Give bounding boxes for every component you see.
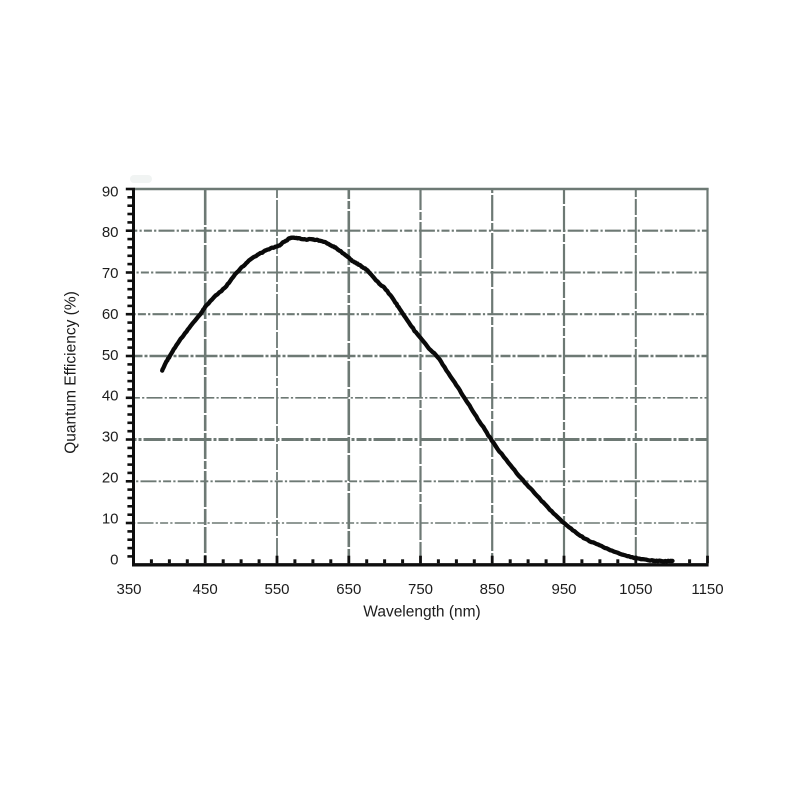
svg-text:50: 50 [102, 347, 119, 364]
svg-text:450: 450 [193, 581, 218, 598]
svg-text:Wavelength (nm): Wavelength (nm) [363, 604, 480, 621]
svg-text:650: 650 [336, 581, 361, 598]
svg-text:40: 40 [102, 388, 119, 405]
svg-text:750: 750 [408, 581, 433, 598]
svg-text:30: 30 [102, 429, 119, 446]
svg-text:1050: 1050 [619, 581, 652, 598]
svg-text:60: 60 [102, 306, 119, 323]
svg-text:Quantum Efficiency (%): Quantum Efficiency (%) [63, 291, 80, 454]
svg-text:950: 950 [551, 581, 576, 598]
svg-text:10: 10 [102, 510, 119, 527]
svg-text:1150: 1150 [691, 581, 723, 598]
svg-text:20: 20 [102, 470, 119, 487]
svg-text:80: 80 [102, 224, 119, 241]
svg-text:0: 0 [110, 551, 118, 568]
svg-text:90: 90 [102, 183, 119, 200]
svg-text:550: 550 [264, 581, 289, 598]
svg-text:850: 850 [480, 581, 505, 598]
svg-text:350: 350 [116, 581, 141, 598]
svg-text:70: 70 [102, 265, 119, 282]
